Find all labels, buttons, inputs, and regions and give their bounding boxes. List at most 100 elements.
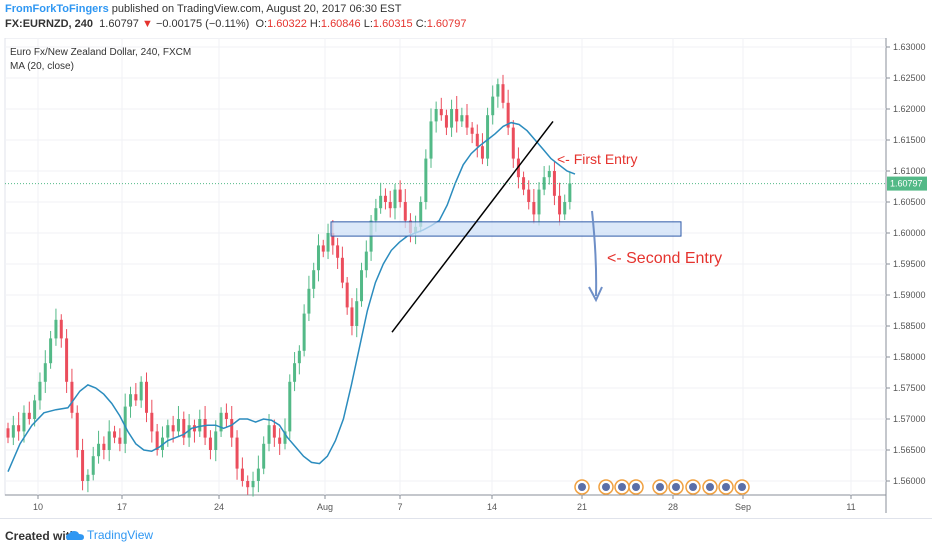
price-chart[interactable]: 1.63000 1.62500 1.62000 1.61500 1.61000 1.605…	[0, 38, 932, 513]
candle-body	[118, 437, 122, 444]
candle-body	[171, 425, 175, 432]
last-price-tag	[887, 176, 927, 191]
candle-body	[511, 127, 515, 159]
candle-body	[139, 381, 143, 401]
economic-event-icon[interactable]	[614, 479, 630, 495]
candle-body	[235, 437, 239, 469]
candle-body	[187, 425, 191, 438]
author-link[interactable]: FromForkToFingers	[5, 3, 109, 15]
trend-line[interactable]	[391, 120, 554, 333]
low-value: 1.60315	[372, 18, 413, 30]
y-tick-label: 1.56500	[893, 445, 926, 455]
candle-body	[65, 338, 69, 382]
candle-body	[326, 233, 330, 252]
candle-body	[374, 208, 378, 221]
y-tick-label: 1.56000	[893, 476, 926, 486]
candle-body	[393, 189, 397, 209]
candle-body	[465, 115, 469, 128]
down-arrow-icon	[591, 210, 598, 297]
economic-event-icon[interactable]	[685, 479, 701, 495]
candle-body	[293, 363, 297, 382]
candle-body	[129, 394, 133, 407]
candle-body	[501, 84, 505, 103]
candle-body	[563, 202, 567, 215]
economic-event-icon[interactable]	[598, 479, 614, 495]
candle-body	[340, 257, 344, 283]
candle-body	[54, 319, 58, 339]
x-tick-label: 7	[397, 502, 402, 512]
candle-body	[307, 288, 311, 314]
candle-body	[331, 233, 335, 246]
chart-legend-indicator[interactable]: MA (20, close)	[10, 61, 74, 72]
candle-body	[283, 431, 287, 444]
x-tick-label: 24	[214, 502, 224, 512]
candle-body	[542, 177, 546, 190]
candle-body	[91, 456, 95, 475]
y-tick-label: 1.62500	[893, 73, 926, 83]
candle-body	[532, 202, 536, 215]
tradingview-brand: TradingView	[87, 528, 154, 542]
low-label: L:	[363, 18, 373, 30]
y-tick-label: 1.58500	[893, 321, 926, 331]
candle-body	[434, 109, 438, 122]
created-with-label: Created with	[5, 529, 78, 543]
candle-body	[27, 412, 31, 419]
price-change: −0.00175 (−0.11%)	[155, 18, 250, 30]
tradingview-logo[interactable]: TradingView	[66, 528, 153, 542]
candle-body	[297, 350, 301, 364]
candle-body	[150, 412, 154, 432]
chart-area[interactable]: 1.63000 1.62500 1.62000 1.61500 1.61000 1.605…	[0, 38, 932, 513]
x-tick-label: 10	[33, 502, 43, 512]
candle-body	[134, 394, 138, 401]
last-price-tag-label: 1.60797	[890, 179, 923, 189]
candle-body	[527, 189, 531, 202]
candle-body	[11, 425, 15, 438]
candle-body	[272, 425, 276, 438]
candle-body	[6, 428, 10, 438]
candle-body	[312, 270, 316, 289]
candle-body	[345, 282, 349, 308]
first-entry-annotation[interactable]: <- First Entry	[557, 151, 638, 167]
y-tick-label: 1.60500	[893, 197, 926, 207]
y-tick-label: 1.61500	[893, 135, 926, 145]
candle-body	[166, 425, 170, 438]
economic-event-icon[interactable]	[734, 479, 750, 495]
arrow-head-icon	[588, 286, 603, 303]
close-label: C:	[415, 18, 427, 30]
candle-body	[49, 338, 53, 364]
x-tick-label: 14	[487, 502, 497, 512]
candle-body	[470, 127, 474, 134]
y-tick-label: 1.57500	[893, 383, 926, 393]
chart-legend-title: Euro Fx/New Zealand Dollar, 240, FXCM	[10, 47, 191, 58]
x-tick-label: 28	[668, 502, 678, 512]
y-tick-label: 1.63000	[893, 42, 926, 52]
candle-body	[107, 431, 111, 450]
candle-body	[506, 102, 510, 128]
candle-body	[70, 381, 74, 413]
x-tick-label: Sep	[735, 502, 751, 512]
economic-event-icon[interactable]	[668, 479, 684, 495]
cloud-icon	[66, 530, 84, 540]
candle-body	[176, 419, 180, 432]
economic-event-icon[interactable]	[718, 479, 734, 495]
candle-body	[379, 195, 383, 209]
candle-body	[558, 195, 562, 215]
footer: Created with TradingView	[0, 518, 932, 551]
economic-event-icon[interactable]	[574, 479, 590, 495]
candle-body	[450, 109, 454, 128]
candle-body	[81, 450, 85, 481]
candle-body	[321, 245, 325, 252]
candle-body	[537, 189, 541, 215]
candle-body	[444, 115, 448, 128]
candle-body	[33, 400, 37, 419]
second-entry-annotation[interactable]: <- Second Entry	[607, 250, 722, 267]
candle-body	[403, 202, 407, 221]
candle-body	[475, 133, 479, 147]
economic-event-icon[interactable]	[628, 479, 644, 495]
candle-body	[486, 115, 490, 159]
support-zone[interactable]	[330, 221, 682, 237]
economic-event-icon[interactable]	[652, 479, 668, 495]
candle-body	[547, 171, 551, 178]
symbol-label: FX:EURNZD, 240	[5, 18, 94, 30]
economic-event-icon[interactable]	[702, 479, 718, 495]
